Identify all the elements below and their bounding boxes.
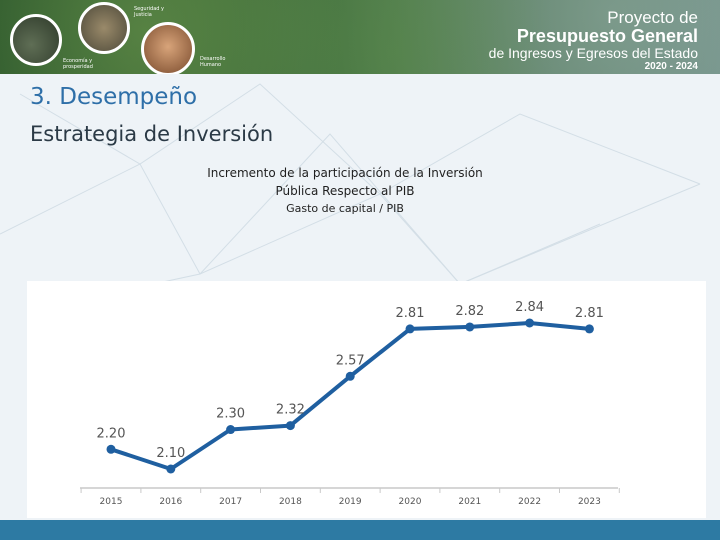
budget-project-logo: Proyecto de Presupuesto General de Ingre… — [489, 8, 698, 73]
data-point — [226, 425, 236, 435]
x-tick-label: 2023 — [578, 497, 601, 507]
brand-line-4: 2020 - 2024 — [644, 61, 698, 72]
circle-label-economy: Economía y prosperidad — [63, 58, 93, 70]
x-tick-label: 2021 — [458, 497, 481, 507]
data-label: 2.20 — [97, 426, 126, 441]
data-label: 2.32 — [276, 403, 305, 418]
data-label: 2.10 — [156, 446, 185, 461]
circle-label-security: Seguridad y Justicia — [134, 6, 164, 18]
x-tick-label: 2018 — [279, 497, 302, 507]
x-tick-label: 2016 — [159, 497, 182, 507]
brand-line-3: de Ingresos y Egresos del Estado — [488, 45, 698, 61]
data-label: 2.81 — [575, 306, 604, 321]
brand-line-2: Presupuesto General — [516, 26, 698, 46]
data-label: 2.84 — [515, 300, 544, 315]
data-point — [465, 322, 475, 332]
data-point — [345, 371, 355, 381]
chart-subtitle: Gasto de capital / PIB — [286, 202, 404, 215]
data-point — [166, 464, 176, 474]
human-development-photo-circle — [141, 22, 195, 74]
data-label: 2.82 — [455, 304, 484, 319]
footer-bar — [0, 520, 720, 540]
chart-panel: 2.20 2.10 2.30 2.32 2.57 2.81 2.82 2.84 2.81 201… — [27, 281, 706, 518]
data-point — [525, 318, 535, 328]
chart-title-line-2: Pública Respecto al PIB — [275, 184, 415, 198]
data-label: 2.81 — [396, 306, 425, 321]
x-tick-label: 2015 — [100, 497, 123, 507]
x-tick-label: 2019 — [339, 497, 362, 507]
economy-photo-circle — [10, 14, 62, 66]
chart-title: Incremento de la participación de la Inv… — [170, 164, 520, 200]
x-tick-label: 2020 — [399, 497, 422, 507]
header-banner: Seguridad y Justicia Economía y prosperi… — [0, 0, 720, 74]
section-title: 3. Desempeño — [30, 84, 198, 110]
security-photo-circle — [78, 2, 130, 54]
x-tick-label: 2017 — [219, 497, 242, 507]
x-tick-label: 2022 — [518, 497, 541, 507]
brand-line-1: Proyecto de — [607, 8, 698, 27]
data-point — [405, 324, 415, 334]
data-label: 2.57 — [336, 353, 365, 368]
line-chart: 2.20 2.10 2.30 2.32 2.57 2.81 2.82 2.84 2.81 201… — [80, 300, 620, 507]
chart-title-line-1: Incremento de la participación de la Inv… — [207, 166, 483, 180]
data-point — [106, 444, 116, 454]
circle-label-human-development: Desarrollo Humano — [200, 56, 226, 68]
page-subtitle: Estrategia de Inversión — [30, 122, 274, 146]
data-point — [285, 421, 295, 431]
data-point — [584, 324, 594, 334]
data-label: 2.30 — [216, 407, 245, 422]
